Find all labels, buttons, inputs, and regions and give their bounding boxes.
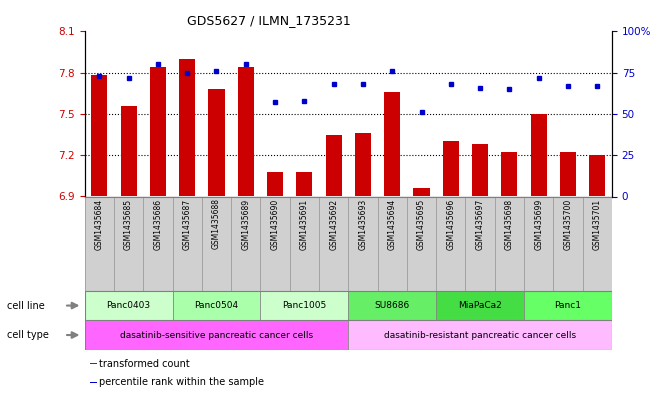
Text: GSM1435696: GSM1435696 [447, 198, 455, 250]
Bar [208, 89, 225, 196]
Text: GSM1435692: GSM1435692 [329, 198, 338, 250]
Bar [120, 106, 137, 196]
Bar [326, 134, 342, 196]
Text: dasatinib-resistant pancreatic cancer cells: dasatinib-resistant pancreatic cancer ce… [384, 331, 576, 340]
Text: GDS5627 / ILMN_1735231: GDS5627 / ILMN_1735231 [187, 15, 351, 28]
Text: cell type: cell type [7, 330, 48, 340]
Bar [267, 172, 283, 196]
Bar [524, 291, 612, 320]
Bar [348, 320, 612, 350]
Text: dasatinib-sensitive pancreatic cancer cells: dasatinib-sensitive pancreatic cancer ce… [120, 331, 313, 340]
Bar [296, 172, 312, 196]
Bar [90, 363, 97, 364]
Text: transformed count: transformed count [100, 358, 190, 369]
Text: GSM1435689: GSM1435689 [242, 198, 250, 250]
Text: GSM1435691: GSM1435691 [300, 198, 309, 250]
Text: GSM1435690: GSM1435690 [271, 198, 279, 250]
Bar [150, 67, 166, 196]
Bar [348, 291, 436, 320]
Bar [85, 291, 173, 320]
Text: GSM1435699: GSM1435699 [534, 198, 543, 250]
Bar [355, 133, 371, 196]
Text: Panc0504: Panc0504 [195, 301, 238, 310]
Bar [202, 196, 231, 291]
Bar [413, 188, 430, 196]
Bar [589, 155, 605, 196]
Bar [560, 152, 576, 196]
Bar [85, 320, 348, 350]
Text: Panc0403: Panc0403 [107, 301, 150, 310]
Bar [384, 92, 400, 196]
Bar [583, 196, 612, 291]
Bar [179, 59, 195, 196]
Text: GSM1435697: GSM1435697 [476, 198, 484, 250]
Text: GSM1435693: GSM1435693 [359, 198, 367, 250]
Bar [143, 196, 173, 291]
Bar [407, 196, 436, 291]
Bar [436, 291, 524, 320]
Text: GSM1435685: GSM1435685 [124, 198, 133, 250]
Bar [91, 75, 107, 196]
Bar [495, 196, 524, 291]
Text: GSM1435687: GSM1435687 [183, 198, 191, 250]
Text: percentile rank within the sample: percentile rank within the sample [100, 377, 264, 387]
Bar [436, 196, 465, 291]
Bar [443, 141, 459, 196]
Bar [85, 196, 114, 291]
Bar [173, 291, 260, 320]
Bar [114, 196, 143, 291]
Bar [465, 196, 495, 291]
Bar [260, 291, 348, 320]
Bar [319, 196, 348, 291]
Text: GSM1435694: GSM1435694 [388, 198, 396, 250]
Text: cell line: cell line [7, 301, 44, 310]
Text: SU8686: SU8686 [374, 301, 410, 310]
Bar [378, 196, 407, 291]
Text: Panc1: Panc1 [555, 301, 581, 310]
Bar [553, 196, 583, 291]
Text: GSM1435686: GSM1435686 [154, 198, 162, 250]
Bar [231, 196, 260, 291]
Text: GSM1435684: GSM1435684 [95, 198, 104, 250]
Text: GSM1435698: GSM1435698 [505, 198, 514, 250]
Text: GSM1435701: GSM1435701 [593, 198, 602, 250]
Bar [524, 196, 553, 291]
Bar [472, 144, 488, 196]
Text: GSM1435700: GSM1435700 [564, 198, 572, 250]
Text: MiaPaCa2: MiaPaCa2 [458, 301, 502, 310]
Text: GSM1435688: GSM1435688 [212, 198, 221, 250]
Bar [348, 196, 378, 291]
Bar [238, 67, 254, 196]
Text: Panc1005: Panc1005 [283, 301, 326, 310]
Bar [531, 114, 547, 196]
Bar [260, 196, 290, 291]
Bar [173, 196, 202, 291]
Bar [290, 196, 319, 291]
Bar [501, 152, 518, 196]
Text: GSM1435695: GSM1435695 [417, 198, 426, 250]
